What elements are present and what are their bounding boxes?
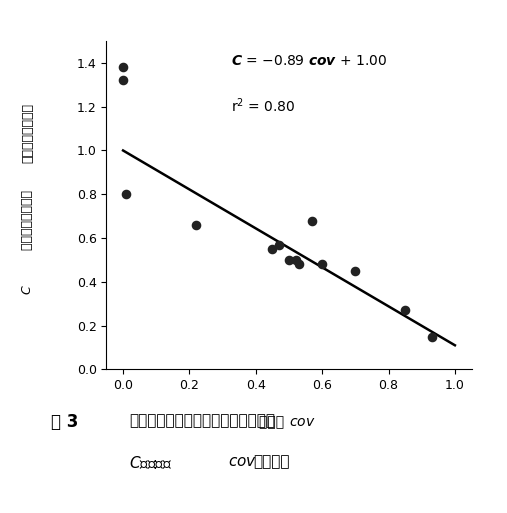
Text: $cov$: $cov$	[228, 454, 257, 469]
Point	[275, 241, 283, 249]
Text: 植被率: 植被率	[260, 416, 289, 429]
Point	[351, 267, 359, 275]
Point	[401, 306, 409, 314]
Point	[192, 221, 200, 229]
Point	[318, 260, 326, 268]
Text: との関係: との関係	[254, 454, 290, 469]
Text: $C$: $C$	[21, 285, 34, 295]
Text: 図 3: 図 3	[51, 413, 78, 431]
Point	[295, 260, 303, 268]
Text: $cov$: $cov$	[289, 416, 315, 429]
Point	[119, 76, 127, 85]
Text: $\bfit{C}$ = −0.89 $\bfit{cov}$ + 1.00: $\bfit{C}$ = −0.89 $\bfit{cov}$ + 1.00	[231, 54, 387, 68]
Point	[427, 332, 436, 341]
Text: $C$と植被率: $C$と植被率	[129, 454, 173, 471]
Point	[292, 256, 300, 264]
Point	[122, 190, 130, 199]
Point	[268, 245, 276, 253]
Point	[119, 63, 127, 71]
Text: 影響度を示す係数: 影響度を示す係数	[21, 186, 34, 250]
Point	[285, 256, 293, 264]
Point	[308, 216, 316, 225]
Text: キャベツの植生の影響度を示す係数: キャベツの植生の影響度を示す係数	[129, 413, 275, 428]
Text: r$^2$ = 0.80: r$^2$ = 0.80	[231, 97, 295, 115]
Text: キャベツの植生の: キャベツの植生の	[21, 104, 34, 163]
